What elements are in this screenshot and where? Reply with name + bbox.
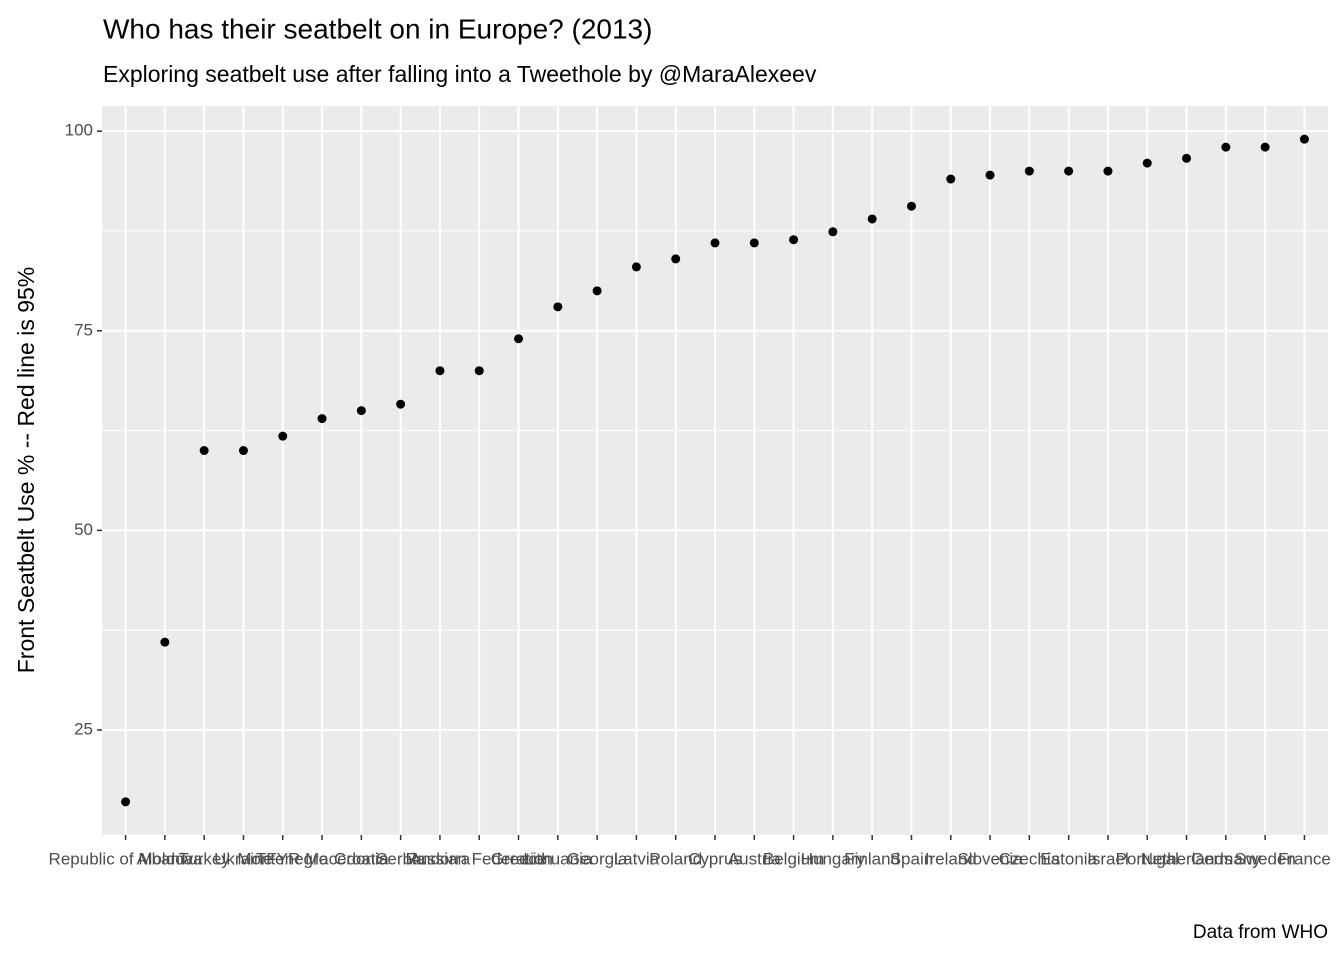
- point: [946, 174, 956, 184]
- point: [906, 201, 916, 211]
- x-tick-label: Lithuania: [523, 849, 593, 868]
- point: [1142, 158, 1152, 168]
- point: [121, 797, 131, 807]
- point: [435, 366, 445, 376]
- x-tick-label: Russian Federation: [406, 849, 553, 868]
- point: [199, 446, 209, 456]
- x-tick-label: Netherlands: [1141, 849, 1233, 868]
- point: [1024, 166, 1034, 176]
- point: [474, 366, 484, 376]
- chart-title: Who has their seatbelt on in Europe? (20…: [103, 13, 652, 44]
- x-tick-label: Slovenia: [957, 849, 1023, 868]
- y-tick-label: 75: [74, 320, 93, 339]
- x-tick-label: Hungary: [801, 849, 866, 868]
- point: [867, 214, 877, 224]
- x-tick-label: Austria: [728, 849, 781, 868]
- point: [985, 170, 995, 180]
- point: [749, 238, 759, 248]
- point: [710, 238, 720, 248]
- point: [1260, 142, 1270, 152]
- x-tick-label: Czechia: [999, 849, 1061, 868]
- x-tick-label: Republic of Moldova: [49, 849, 204, 868]
- x-tick-label: Belgium: [763, 849, 824, 868]
- x-tick-label: Montenegro: [237, 849, 328, 868]
- x-tick-label: Portugal: [1116, 849, 1179, 868]
- x-tick-label: Ireland: [925, 849, 977, 868]
- point: [1221, 142, 1231, 152]
- point: [1064, 166, 1074, 176]
- y-axis-title: Front Seatbelt Use % -- Red line is 95%: [13, 267, 39, 674]
- point: [356, 406, 366, 416]
- x-tick-label: Croatia: [334, 849, 389, 868]
- x-tick-label: France: [1278, 849, 1331, 868]
- point: [278, 431, 288, 441]
- x-tick-label: Finland: [844, 849, 900, 868]
- point: [238, 446, 248, 456]
- x-tick-label: TFYR Macedonia: [256, 849, 389, 868]
- point: [1103, 166, 1113, 176]
- point: [789, 235, 799, 245]
- point: [1299, 134, 1309, 144]
- x-tick-label: Latvia: [614, 849, 660, 868]
- point: [553, 302, 563, 312]
- y-tick-label: 50: [74, 520, 93, 539]
- point: [396, 399, 406, 409]
- caption: Data from WHO: [1193, 922, 1328, 943]
- x-tick-label: Sweden: [1234, 849, 1295, 868]
- point: [160, 637, 170, 647]
- point: [631, 262, 641, 272]
- y-tick-label: 100: [65, 121, 93, 140]
- y-tick-label: 25: [74, 719, 93, 738]
- x-tick-label: Georgia: [567, 849, 628, 868]
- x-tick-label: Spain: [890, 849, 933, 868]
- point: [592, 286, 602, 296]
- point: [514, 334, 524, 344]
- x-tick-label: Poland: [649, 849, 702, 868]
- point: [1182, 153, 1192, 163]
- x-tick-label: Albania: [137, 849, 194, 868]
- x-tick-label: Germany: [1191, 849, 1261, 868]
- chart-subtitle: Exploring seatbelt use after falling int…: [103, 61, 817, 87]
- x-tick-label: Serbia: [376, 849, 426, 868]
- x-tick-label: Cyprus: [688, 849, 742, 868]
- point: [317, 414, 327, 424]
- x-tick-label: Turkey: [179, 849, 231, 868]
- x-tick-label: Andorra: [410, 849, 471, 868]
- point: [828, 227, 838, 237]
- x-tick-label: Israel: [1087, 849, 1129, 868]
- point: [671, 254, 681, 264]
- x-tick-label: Ukraine: [214, 849, 273, 868]
- x-tick-label: Estonia: [1040, 849, 1097, 868]
- x-tick-label: Greece: [491, 849, 547, 868]
